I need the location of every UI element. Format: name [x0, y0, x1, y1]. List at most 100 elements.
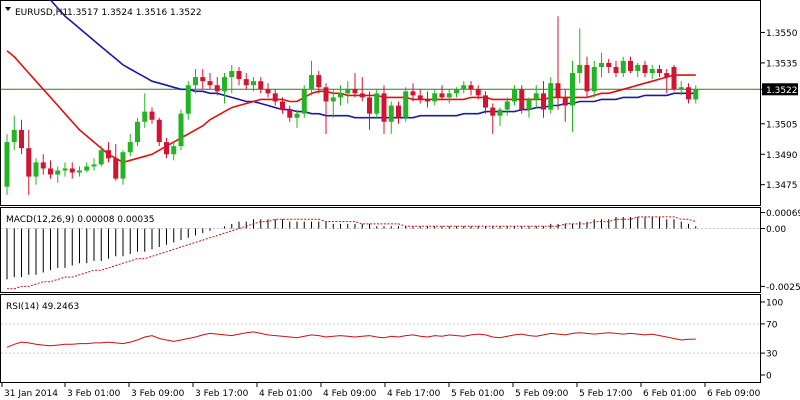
candle-body [251, 81, 256, 86]
candle-body [19, 129, 24, 149]
candle [591, 60, 597, 98]
candle [193, 68, 198, 94]
candle-body [120, 152, 126, 179]
macd-signal-polyline [7, 216, 696, 290]
candle-body [403, 91, 409, 118]
rsi-tick-label: 70 [766, 320, 778, 330]
macd-pane[interactable] [0, 207, 761, 293]
candle-body [323, 87, 329, 102]
candle [649, 64, 655, 80]
candle-body [236, 71, 242, 80]
candle [272, 89, 278, 106]
candle-body [272, 93, 278, 102]
candle [454, 87, 459, 98]
candle-body [171, 146, 177, 155]
candle-body [185, 85, 191, 114]
candle-body [657, 68, 662, 74]
candle-body [432, 93, 438, 102]
candle [359, 77, 365, 102]
candle-body [439, 93, 445, 98]
candle-body [69, 168, 75, 173]
candle-body [258, 81, 264, 90]
candle [142, 93, 148, 128]
candle [113, 144, 119, 181]
candle [84, 162, 90, 173]
candle [642, 60, 648, 78]
time-axis: 31 Jan 2014 3 Feb 01:00 3 Feb 09:00 3 Feb 1… [1, 383, 761, 399]
rsi-axis: 100 70 30 0 [760, 299, 783, 382]
candle [475, 85, 481, 100]
candle [316, 71, 322, 94]
candle-body [570, 73, 575, 106]
candle [432, 89, 438, 106]
candle [40, 154, 46, 175]
candle [468, 81, 474, 96]
candle [671, 64, 677, 92]
candle-body [345, 89, 351, 94]
candle [446, 89, 452, 104]
price-pane[interactable] [0, 0, 761, 206]
candle [301, 85, 307, 118]
candle-body [98, 150, 104, 165]
candle [33, 158, 39, 185]
candle-body [410, 91, 416, 96]
candle-body [229, 71, 235, 78]
candle-body [635, 64, 641, 72]
candle-body [207, 81, 213, 86]
time-tick-label: 5 Feb 17:00 [579, 389, 633, 399]
rsi-pane[interactable] [0, 294, 761, 383]
price-tick-label: 1.3550 [766, 29, 798, 39]
candle [548, 77, 554, 114]
candle [686, 83, 691, 104]
candle [171, 142, 177, 161]
candle [98, 146, 104, 167]
candle-body [91, 164, 97, 167]
candle [345, 81, 351, 104]
candle [243, 73, 249, 90]
dropdown-triangle-icon[interactable] [5, 7, 11, 11]
candle-body [26, 148, 32, 177]
candle [323, 83, 329, 134]
candle-body [294, 113, 300, 118]
candle [620, 56, 626, 78]
candle-body [106, 150, 111, 159]
candle-body [671, 66, 677, 90]
time-tick-label: 31 Jan 2014 [4, 389, 58, 399]
candle [258, 77, 264, 94]
candle-body [359, 93, 365, 98]
candle [62, 162, 68, 177]
candle [222, 73, 227, 104]
candle [461, 81, 467, 94]
candle [678, 81, 684, 96]
candle-body [613, 66, 619, 74]
candle-body [519, 89, 525, 110]
candle [251, 77, 256, 92]
macd-tick-label: 0.00 [766, 225, 786, 235]
candle-body [490, 107, 496, 116]
price-tick-label: 1.3535 [766, 59, 798, 69]
time-tick-label: 3 Feb 09:00 [131, 389, 185, 399]
candle-body [200, 77, 206, 82]
candle-body [4, 142, 10, 187]
candle-body [135, 121, 140, 143]
candle-body [164, 142, 169, 155]
macd-signal-line [7, 216, 696, 290]
candle [570, 60, 575, 132]
rsi-polyline [6, 331, 696, 348]
candle-body [475, 89, 481, 96]
candle-body [483, 95, 488, 108]
time-tick-label: 5 Feb 09:00 [515, 389, 569, 399]
candle [519, 85, 525, 114]
candle-body [417, 95, 423, 100]
candle [374, 89, 380, 118]
candle [294, 109, 300, 128]
candle [396, 101, 401, 124]
candle [584, 56, 590, 98]
candle [338, 85, 343, 106]
candle-body [381, 93, 387, 122]
candle [403, 87, 409, 122]
candle [19, 119, 24, 155]
candle-body [555, 83, 561, 98]
candle [200, 68, 206, 90]
